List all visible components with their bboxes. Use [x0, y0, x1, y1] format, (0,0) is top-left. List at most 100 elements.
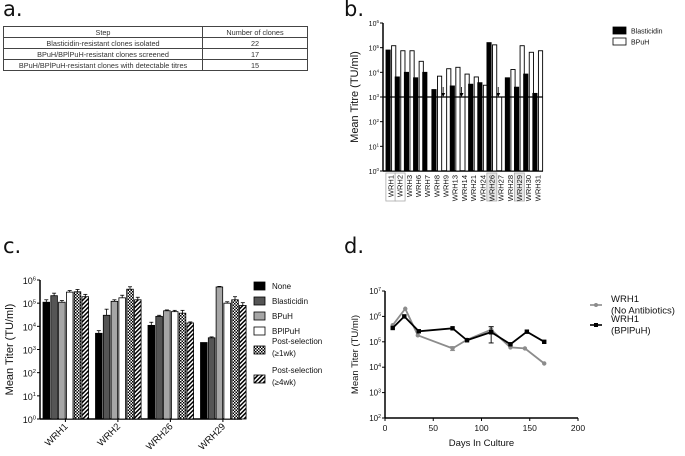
d-y-tick-label: 106 [369, 312, 381, 321]
table-row: BPuH/BPlPuH-resistant clones screened 17 [3, 48, 308, 60]
b-category-box [513, 172, 525, 202]
d-point-circle [403, 306, 408, 311]
c-y-tick-label: 100 [23, 415, 37, 425]
b-y-tick-label: 101 [369, 143, 380, 152]
b-y-tick-label: 100 [369, 167, 380, 176]
d-x-tick-label: 200 [571, 423, 585, 433]
b-legend-label: Blasticidin [631, 29, 663, 36]
c-bar [134, 299, 142, 420]
c-bar [155, 315, 163, 420]
clone-steps-table: Step Number of clones Blasticidin-resist… [3, 26, 308, 71]
b-y-tick-label: 106 [369, 19, 380, 28]
b-x-tick-label: WRH26 [487, 175, 496, 201]
table-row: BPuH/BPlPuH-resistant clones with detect… [3, 59, 308, 71]
d-x-axis-label: Days In Culture [449, 438, 514, 449]
b-legend-swatch-bpuh [612, 37, 627, 46]
panel-a-label: a. [3, 0, 23, 21]
c-bar [239, 305, 247, 420]
b-x-tick-label: WRH1 [387, 175, 396, 197]
b-x-tick-label: WRH13 [451, 175, 460, 201]
c-legend-label: BPlPuH [272, 327, 300, 336]
d-x-tick-label: 0 [383, 423, 388, 433]
b-x-tick-label: WRH6 [414, 175, 423, 197]
c-bar [200, 342, 208, 420]
c-legend-label: Post-selection [272, 366, 322, 375]
d-legend-marker [594, 323, 598, 327]
c-bar [170, 311, 179, 420]
c-y-tick-label: 104 [23, 322, 37, 332]
b-bar-blasticidin [532, 92, 538, 172]
c-bar [231, 299, 239, 420]
b-below-detection-arrowhead [496, 93, 501, 97]
c-y-axis-label: Mean Titer (TU/ml) [4, 304, 16, 396]
b-x-tick-label: WRH28 [506, 175, 515, 201]
b-bar-bpuh [537, 50, 544, 172]
c-bar [73, 291, 82, 420]
b-x-tick-label: WRH24 [478, 175, 487, 201]
d-y-tick-label: 102 [369, 414, 381, 423]
c-bar [66, 291, 74, 420]
d-x-tick-label: 100 [474, 423, 488, 433]
b-bar-blasticidin [504, 77, 510, 172]
d-point-square [416, 329, 421, 334]
b-y-axis-label: Mean Titre (TU/ml) [349, 51, 361, 143]
c-bar [95, 332, 103, 420]
b-bar-blasticidin [523, 73, 529, 172]
c-bar [102, 314, 111, 420]
d-point-circle [542, 361, 547, 366]
d-point-square [524, 329, 530, 334]
c-bar [118, 297, 126, 420]
c-legend-swatch [253, 374, 266, 384]
b-bar-blasticidin [385, 49, 391, 172]
panel-b-label: b. [344, 0, 365, 21]
c-bar [110, 300, 119, 420]
c-y-tick-label: 102 [23, 369, 36, 379]
c-bar [147, 324, 155, 420]
b-below-detection-arrowhead [459, 93, 464, 97]
b-bar-blasticidin [413, 77, 419, 172]
chart-b: 100 101 102 103 104 105 106 Mean Titre (TU/ml) W… [349, 19, 663, 202]
c-bar [163, 310, 171, 420]
d-point-square [542, 339, 547, 344]
c-x-tick-label: WRH29 [197, 421, 228, 452]
b-bar-blasticidin [403, 71, 410, 172]
d-x-tick-label: 50 [429, 423, 439, 433]
b-x-tick-label: WRH2 [396, 175, 405, 197]
b-bar-blasticidin [486, 42, 492, 172]
chart-d: 102 103 104 105 106 107 0 50 100 150 200 Days In Cu… [350, 287, 675, 449]
c-legend-label: Post-selection [272, 337, 322, 346]
b-bar-bpuh [492, 44, 498, 172]
c-legend-label-suffix: (≥4wk) [272, 378, 296, 387]
c-bar [81, 296, 89, 420]
b-bar-blasticidin [449, 85, 455, 172]
b-x-tick-label: WRH9 [442, 175, 451, 197]
c-bar [50, 295, 58, 420]
c-bar [186, 322, 194, 420]
d-point-square [464, 338, 470, 343]
chart-c: 100 101 102 103 104 105 106 Mean Titer (TU/ml) W… [4, 276, 322, 453]
b-x-tick-label: WRH27 [497, 175, 506, 201]
b-bar-blasticidin [394, 76, 400, 172]
c-legend-swatch [253, 311, 266, 321]
c-legend-swatch [253, 296, 266, 306]
b-bar-blasticidin [431, 89, 437, 172]
c-y-tick-label: 103 [23, 346, 36, 356]
b-x-tick-label: WRH14 [460, 175, 469, 201]
b-legend-swatch-blasticidin [612, 26, 627, 35]
d-legend-label-sub: (BPlPuH) [611, 326, 651, 337]
panel-c-label: c. [3, 234, 22, 258]
c-bar [178, 312, 187, 420]
b-bar-blasticidin [514, 86, 520, 172]
b-x-tick-label: WRH31 [533, 175, 542, 201]
c-bar [42, 301, 50, 420]
c-y-tick-label: 101 [23, 392, 36, 402]
cell-count: 15 [202, 59, 308, 71]
d-point-circle [522, 346, 528, 351]
d-y-tick-label: 107 [369, 287, 381, 296]
c-legend-swatch [253, 345, 266, 355]
c-bar [207, 337, 216, 420]
b-bar-bpuh [455, 66, 461, 172]
d-x-tick-label: 150 [523, 423, 537, 433]
c-legend-swatch [253, 281, 266, 291]
